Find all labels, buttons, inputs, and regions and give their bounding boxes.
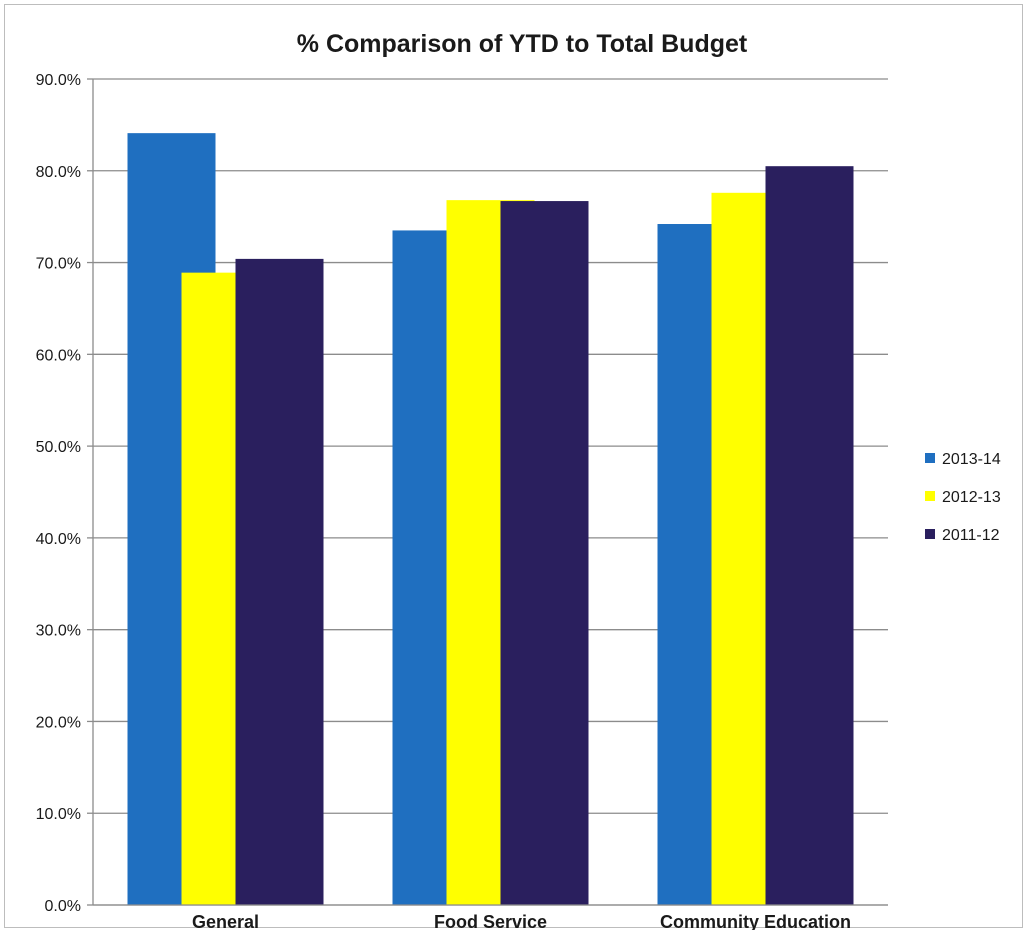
bar-food-service-2011-12 [500, 201, 589, 905]
y-tick-label: 40.0% [36, 531, 81, 548]
legend-label: 2011-12 [942, 527, 1000, 544]
chart-title: % Comparison of YTD to Total Budget [297, 30, 748, 58]
legend-label: 2013-14 [942, 451, 1001, 468]
axes [92, 79, 888, 906]
x-axis-ticks: General Food Service Community Education [192, 912, 851, 930]
legend-swatch [925, 529, 935, 539]
y-tick-label: 30.0% [36, 623, 81, 640]
y-tick-label: 70.0% [36, 256, 81, 273]
y-tick-label: 0.0% [45, 898, 81, 915]
bar-general-2011-12 [235, 258, 324, 906]
x-tick-label: Community Education [660, 912, 851, 930]
y-tick-label: 90.0% [36, 72, 81, 89]
bars [127, 133, 854, 906]
y-tick-label: 20.0% [36, 714, 81, 731]
x-tick-label: General [192, 912, 259, 930]
y-tick-label: 50.0% [36, 439, 81, 456]
legend-label: 2012-13 [942, 489, 1001, 506]
legend-swatch [925, 453, 935, 463]
bar-community-education-2011-12 [765, 166, 854, 905]
y-tick-label: 80.0% [36, 164, 81, 181]
x-tick-label: Food Service [434, 912, 547, 930]
y-tick-label: 10.0% [36, 806, 81, 823]
legend: 2013-14 2012-13 2011-12 [925, 451, 1001, 544]
y-tick-label: 60.0% [36, 347, 81, 364]
y-axis-ticks: 0.0% 10.0% 20.0% 30.0% 40.0% 50.0% 60.0% 70.0% 8… [36, 72, 93, 915]
legend-swatch [925, 491, 935, 501]
